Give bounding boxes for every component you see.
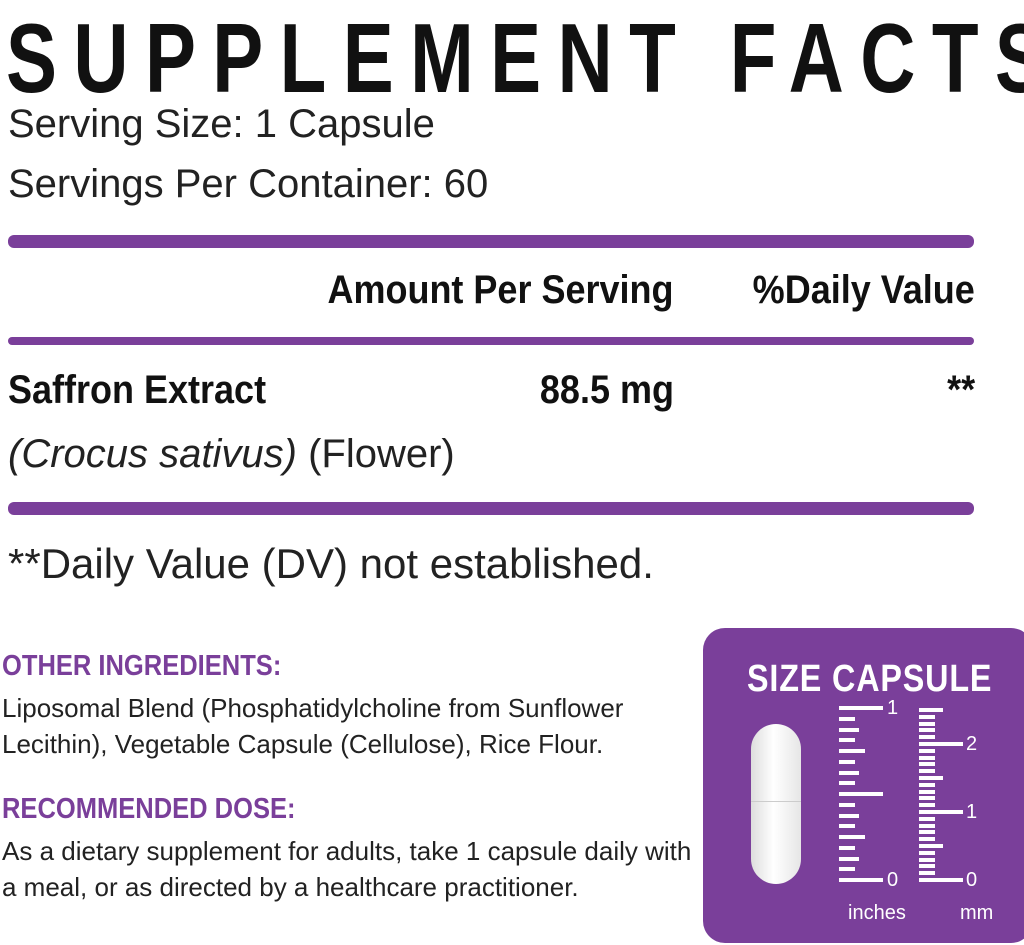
size-capsule-panel: SIZE CAPSULE 1 0 2 1 0 inches mm xyxy=(703,628,1024,943)
inch-tick xyxy=(839,878,883,882)
mm-tick xyxy=(919,721,935,726)
mm-tick xyxy=(919,735,935,740)
recommended-dose-title: RECOMMENDED DOSE: xyxy=(2,793,296,825)
page-title: SUPPLEMENT FACTS xyxy=(6,3,1024,113)
latin-name: (Crocus sativus) xyxy=(8,432,297,476)
inch-tick xyxy=(839,738,855,743)
divider-thick xyxy=(8,235,974,248)
mm-tick xyxy=(919,728,935,733)
ingredient-dv: ** xyxy=(946,368,975,412)
mm-tick xyxy=(919,782,935,787)
mm-tick xyxy=(919,714,935,719)
mm-label-2: 2 xyxy=(966,733,978,755)
mm-tick xyxy=(919,776,943,780)
ingredient-amount: 88.5 mg xyxy=(539,368,674,412)
mm-tick xyxy=(919,878,963,882)
inch-tick xyxy=(839,856,859,861)
inch-tick xyxy=(839,716,855,721)
mm-tick xyxy=(919,830,935,835)
mm-tick xyxy=(919,850,935,855)
footnote: **Daily Value (DV) not established. xyxy=(8,540,654,587)
mm-tick xyxy=(919,810,963,814)
mm-tick xyxy=(919,857,935,862)
inch-label-1: 1 xyxy=(887,697,899,719)
mm-tick xyxy=(919,844,943,848)
inch-tick xyxy=(839,845,855,850)
mm-tick xyxy=(919,708,943,712)
inch-tick xyxy=(839,749,865,753)
ingredient-name: Saffron Extract xyxy=(8,368,267,412)
mm-tick xyxy=(919,762,935,767)
inch-tick xyxy=(839,792,883,796)
serving-size: Serving Size: 1 Capsule xyxy=(8,102,435,146)
mm-tick xyxy=(919,871,935,876)
other-ingredients-text: Liposomal Blend (Phosphatidylcholine fro… xyxy=(2,693,624,759)
recommended-dose-text: As a dietary supplement for adults, take… xyxy=(2,836,692,902)
inch-tick xyxy=(839,727,859,732)
inch-tick xyxy=(839,813,859,818)
inch-tick xyxy=(839,706,883,710)
mm-tick xyxy=(919,748,935,753)
inch-tick xyxy=(839,802,855,807)
mm-tick xyxy=(919,769,935,774)
inch-tick xyxy=(839,770,859,775)
mm-tick xyxy=(919,803,935,808)
inches-unit: inches xyxy=(848,902,906,924)
inch-tick xyxy=(839,835,865,839)
servings-per-container: Servings Per Container: 60 xyxy=(8,162,489,206)
mm-tick xyxy=(919,755,935,760)
inch-tick xyxy=(839,824,855,829)
inch-label-0: 0 xyxy=(887,869,899,891)
inch-tick xyxy=(839,781,855,786)
divider-thin xyxy=(8,337,974,345)
plant-part: (Flower) xyxy=(308,432,455,476)
mm-tick xyxy=(919,816,935,821)
amount-header: Amount Per Serving xyxy=(327,268,674,312)
inch-tick xyxy=(839,867,855,872)
mm-tick xyxy=(919,789,935,794)
inch-tick xyxy=(839,759,855,764)
ingredient-source: (Crocus sativus) (Flower) xyxy=(8,432,455,477)
mm-tick xyxy=(919,796,935,801)
other-ingredients-title: OTHER INGREDIENTS: xyxy=(2,650,282,682)
mm-tick xyxy=(919,742,963,746)
dv-header: %Daily Value xyxy=(752,268,975,312)
divider-thick xyxy=(8,502,974,515)
mm-tick xyxy=(919,823,935,828)
mm-label-0: 0 xyxy=(966,869,978,891)
mm-tick xyxy=(919,837,935,842)
capsule-image xyxy=(751,724,801,884)
size-capsule-title: SIZE CAPSULE xyxy=(747,658,993,700)
mm-label-1: 1 xyxy=(966,801,978,823)
mm-unit: mm xyxy=(960,902,994,924)
mm-tick xyxy=(919,864,935,869)
